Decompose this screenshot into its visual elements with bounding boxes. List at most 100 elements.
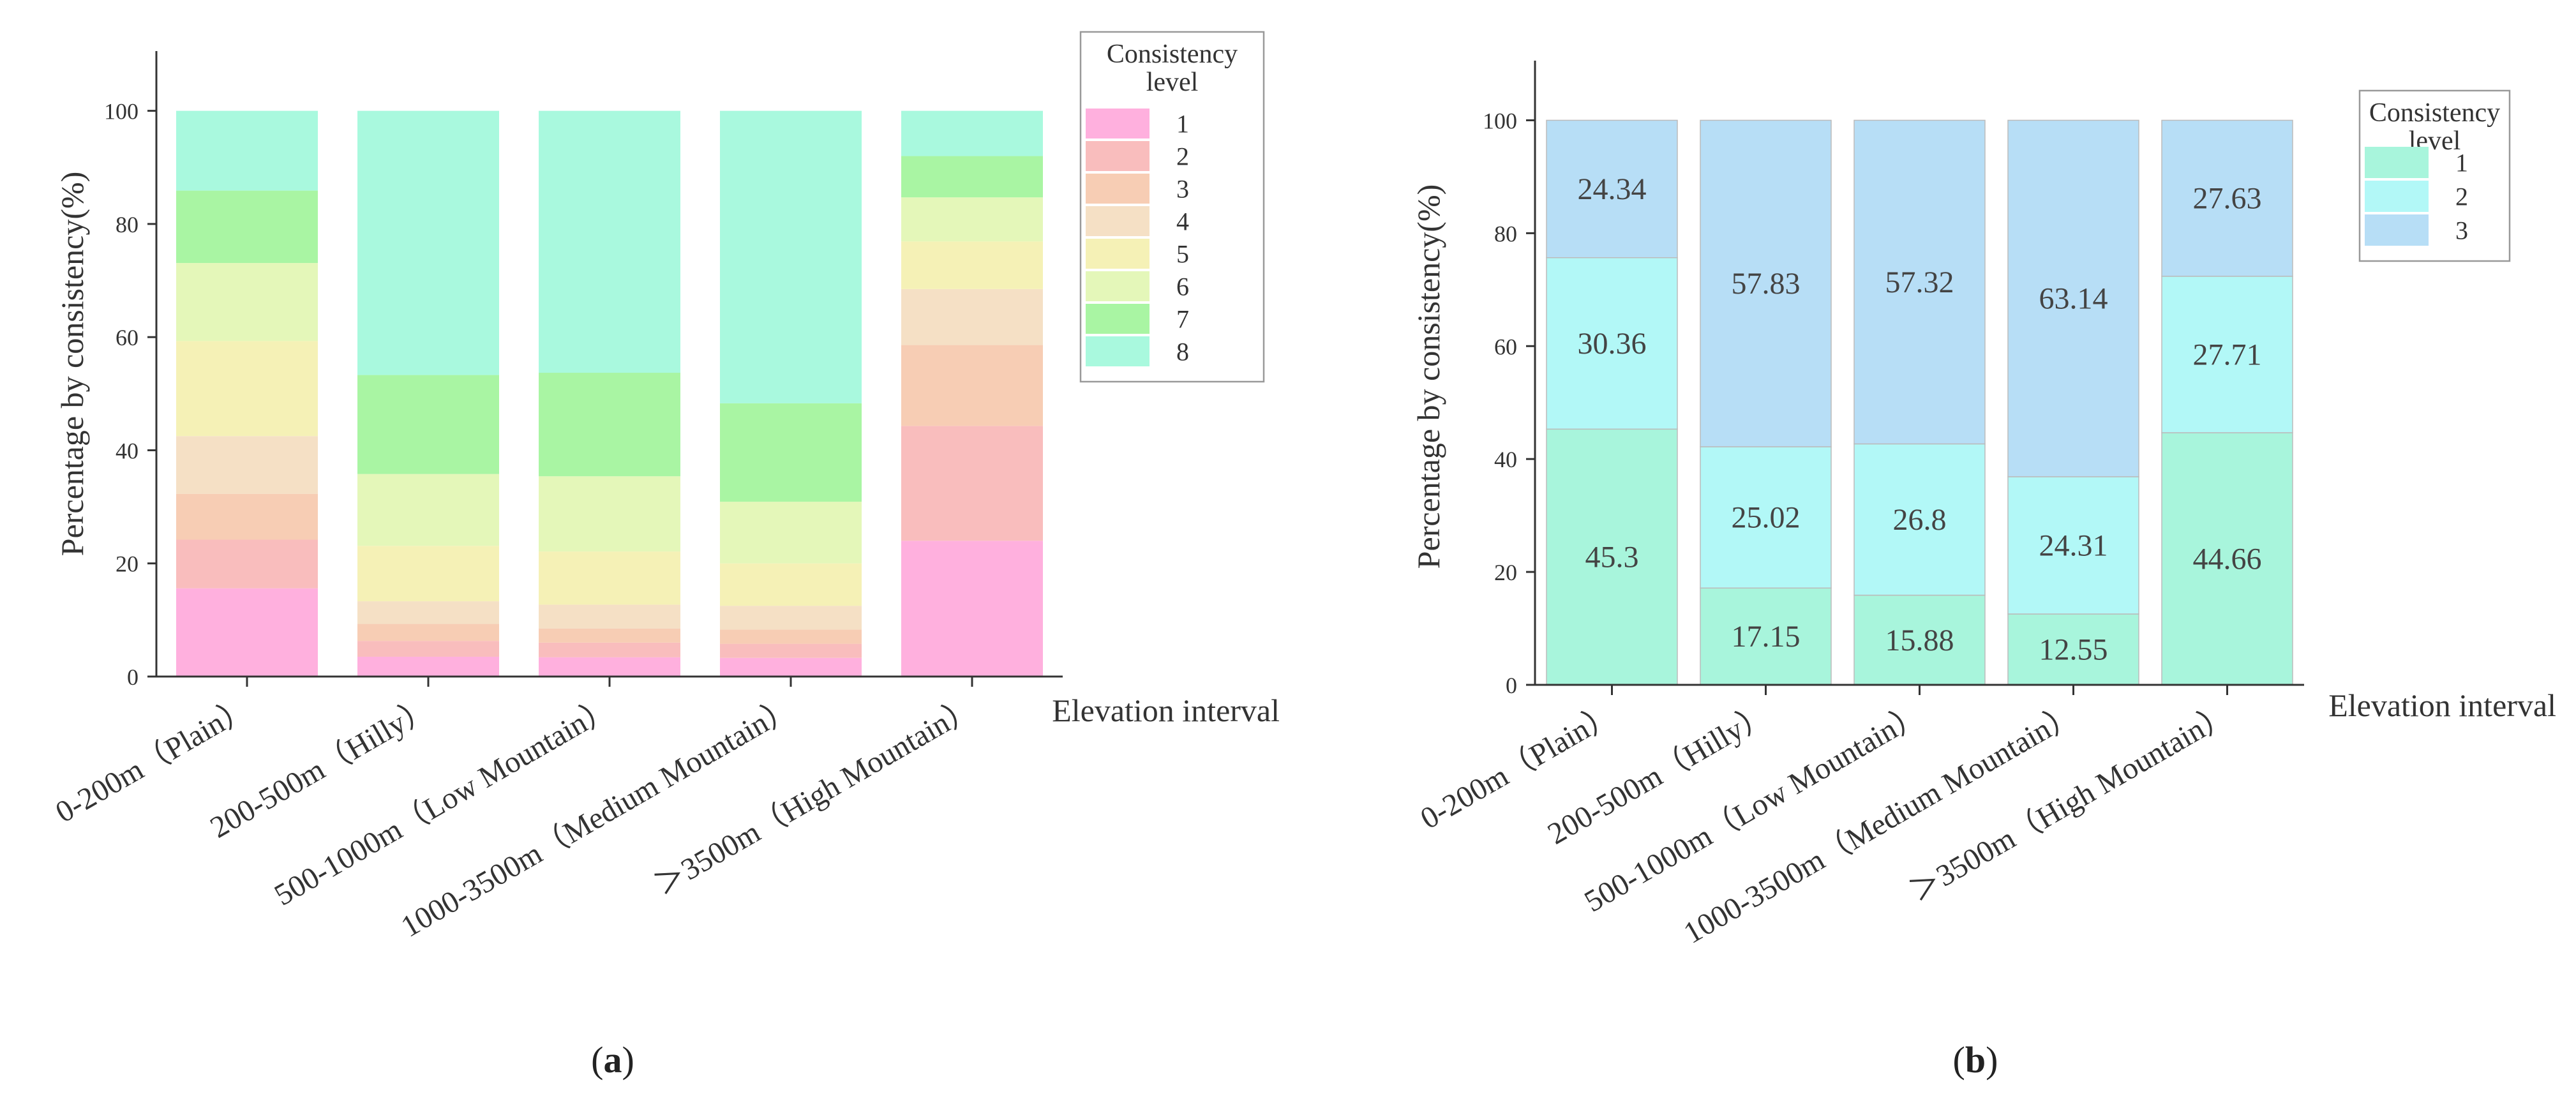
bar-segment-level-7	[539, 373, 680, 477]
bar-segment-level-1	[1700, 587, 1832, 685]
bars: 45.3 30.36 24.34 17.15 25.02 57.83 15.88 26.8 57…	[1546, 119, 2293, 685]
legend-swatch-level-2	[2365, 181, 2429, 212]
panel-label-letter: b	[1965, 1039, 1986, 1081]
data-label: 27.63	[2193, 182, 2262, 216]
legend-label: 1	[2455, 149, 2468, 177]
legend-label: 3	[2455, 216, 2468, 245]
bar-segment-level-2	[1546, 257, 1678, 430]
x-category-label: 500-1000m（Low Mountain）	[269, 691, 620, 913]
bar-segment-level-6	[901, 197, 1043, 242]
bar-segment-level-1	[2007, 613, 2139, 685]
bar-segment-level-7	[176, 190, 318, 264]
legend-title: Consistency	[1107, 40, 1238, 69]
data-label: 26.8	[1893, 503, 1947, 537]
data-label: 63.14	[2039, 282, 2108, 316]
bar-segment-level-5	[357, 546, 499, 602]
y-tick-label: 60	[116, 325, 139, 350]
bar-segment-level-4	[357, 601, 499, 624]
chart-b: 45.3 30.36 24.34 17.15 25.02 57.83 15.88 26.8 57…	[1411, 61, 2556, 1081]
data-label: 12.55	[2039, 633, 2108, 666]
y-tick-label: 60	[1494, 334, 1517, 359]
panel-label-letter: a	[604, 1039, 622, 1081]
bar-segment-level-3	[539, 628, 680, 643]
y-axis-title: Percentage by consistency(%)	[1411, 184, 1446, 569]
y-tick-label: 0	[1506, 673, 1517, 698]
legend-swatch-level-8	[1086, 336, 1149, 366]
legend-swatch-level-4	[1086, 206, 1149, 236]
panel-label: (b)	[1953, 1039, 1998, 1081]
legend-swatch-level-7	[1086, 304, 1149, 334]
legend-swatch-level-5	[1086, 239, 1149, 269]
bar-segment-level-4	[901, 288, 1043, 345]
bar-segment-level-3	[1853, 119, 1986, 445]
bar-segment-level-2	[2007, 476, 2139, 615]
legend-swatch-level-3	[2365, 214, 2429, 246]
y-tick-label: 100	[1483, 108, 1517, 133]
bar-segment-level-4	[539, 604, 680, 629]
panel-label-close: )	[622, 1039, 634, 1081]
bar-segment-level-4	[720, 606, 862, 630]
x-category-label: ＞3500m（High Mountain）	[649, 691, 982, 902]
bar-segment-level-2	[1853, 443, 1986, 596]
bar-segment-level-3	[720, 629, 862, 644]
y-tick-label: 100	[104, 99, 139, 124]
bars	[176, 110, 1043, 677]
bar-segment-level-3	[2161, 119, 2293, 277]
bar-segment-level-6	[720, 502, 862, 564]
legend-title: Consistency	[2369, 98, 2500, 128]
bar-segment-level-2	[176, 539, 318, 588]
data-label: 27.71	[2193, 338, 2262, 371]
data-label: 57.32	[1885, 266, 1954, 299]
legend-label: 7	[1176, 305, 1189, 334]
bar-segment-level-8	[720, 110, 862, 403]
y-tick-label: 20	[116, 551, 139, 577]
y-tick-label: 40	[116, 438, 139, 463]
x-axis-title: Elevation interval	[2328, 687, 2556, 723]
data-label: 25.02	[1732, 501, 1801, 535]
bar-segment-level-7	[357, 375, 499, 474]
y-tick-label: 80	[116, 212, 139, 237]
legend-swatch-level-3	[1086, 174, 1149, 204]
legend-swatch-level-1	[2365, 147, 2429, 178]
y-tick-label: 80	[1494, 221, 1517, 246]
bar-segment-level-2	[357, 641, 499, 657]
bar-segment-level-2	[901, 426, 1043, 541]
bar-segment-level-5	[176, 341, 318, 437]
bar-segment-level-7	[720, 403, 862, 502]
bar-segment-level-5	[901, 241, 1043, 289]
legend-label: 2	[1176, 142, 1189, 171]
legend-label: 1	[1176, 110, 1189, 138]
bar-segment-level-2	[1700, 446, 1832, 589]
bar-segment-level-2	[720, 643, 862, 658]
bar-segment-level-3	[1700, 119, 1832, 447]
bar-segment-level-8	[901, 110, 1043, 156]
y-tick-label: 20	[1494, 560, 1517, 585]
bar-segment-level-2	[2161, 276, 2293, 433]
bar-segment-level-1	[539, 657, 680, 677]
panel-label-close: )	[1986, 1039, 1998, 1081]
legend-label: 5	[1176, 240, 1189, 269]
data-label: 45.3	[1585, 541, 1639, 574]
bar-segment-level-5	[539, 551, 680, 605]
data-label: 24.31	[2039, 528, 2108, 562]
bar-segment-level-3	[901, 345, 1043, 426]
data-label: 44.66	[2193, 542, 2262, 576]
bar-segment-level-3	[1546, 119, 1678, 258]
bar-segment-level-8	[176, 110, 318, 191]
y-axis-title: Percentage by consistency(%)	[54, 172, 90, 557]
y-tick-label: 0	[127, 664, 139, 690]
legend-swatch-level-6	[1086, 271, 1149, 301]
legend-label: 4	[1176, 207, 1189, 236]
panel-label-open: (	[1953, 1039, 1965, 1081]
bar-segment-level-3	[357, 624, 499, 641]
panel-label-open: (	[591, 1039, 603, 1081]
legend-swatch-level-1	[1086, 109, 1149, 138]
legend-title: level	[1146, 68, 1199, 97]
bar-segment-level-1	[720, 657, 862, 677]
legend-label: 2	[2455, 183, 2468, 211]
legend-label: 6	[1176, 273, 1189, 301]
y-tick-label: 40	[1494, 447, 1517, 472]
